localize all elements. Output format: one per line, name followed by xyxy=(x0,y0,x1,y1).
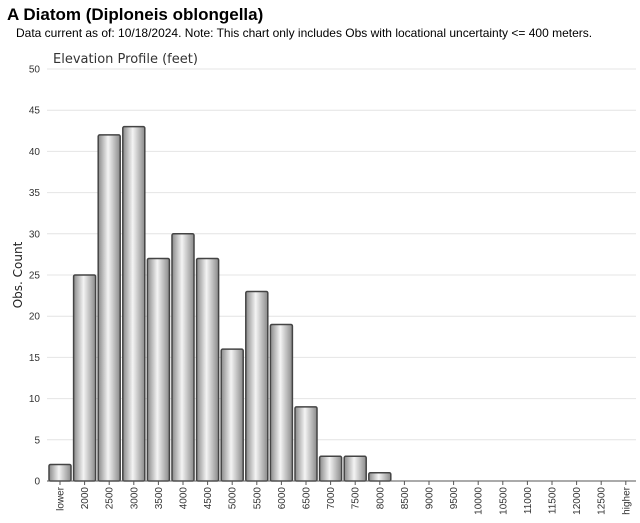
y-tick-label: 0 xyxy=(34,477,40,488)
y-tick-label: 40 xyxy=(29,147,41,158)
bar-7000[interactable] xyxy=(318,455,343,482)
bar-4500[interactable] xyxy=(195,257,220,482)
x-tick-label-7500: 7500 xyxy=(351,487,362,510)
bar-3000[interactable] xyxy=(122,125,146,482)
x-tick-label-7000: 7000 xyxy=(326,487,337,510)
y-tick-label: 5 xyxy=(34,435,40,446)
x-tick-label-12000: 12000 xyxy=(572,487,583,515)
x-tick-label-10000: 10000 xyxy=(474,487,485,515)
y-tick-label: 35 xyxy=(29,188,41,199)
x-tick-label-5000: 5000 xyxy=(228,487,239,510)
x-tick-label-2000: 2000 xyxy=(80,487,91,510)
bar-6500[interactable] xyxy=(294,406,318,482)
x-tick-label-3500: 3500 xyxy=(154,487,165,510)
bar-lower[interactable] xyxy=(48,463,72,482)
bar-8000[interactable] xyxy=(368,472,392,482)
bar-7500[interactable] xyxy=(343,455,367,482)
bar-5500[interactable] xyxy=(245,290,269,482)
x-tick-label-8500: 8500 xyxy=(400,487,411,510)
x-tick-label-6500: 6500 xyxy=(302,487,313,510)
y-axis-label: Obs. Count xyxy=(11,241,25,308)
y-tick-label: 15 xyxy=(29,353,41,364)
x-tick-label-11000: 11000 xyxy=(523,487,534,515)
x-tick-label-higher: higher xyxy=(621,486,632,514)
x-tick-label-6000: 6000 xyxy=(277,487,288,510)
x-tick-label-4500: 4500 xyxy=(203,487,214,510)
x-tick-label-3000: 3000 xyxy=(129,487,140,510)
bar-2500[interactable] xyxy=(97,134,121,482)
x-tick-label-10500: 10500 xyxy=(498,487,509,515)
y-tick-label: 25 xyxy=(29,271,41,282)
y-tick-label: 50 xyxy=(29,65,41,76)
x-tick-label-12500: 12500 xyxy=(597,487,608,515)
x-tick-label-2500: 2500 xyxy=(105,487,116,510)
bar-2000[interactable] xyxy=(72,274,97,482)
y-tick-label: 20 xyxy=(29,312,41,323)
bar-6000[interactable] xyxy=(269,323,294,482)
bar-4000[interactable] xyxy=(171,233,195,482)
page-title: A Diatom (Diploneis oblongella) xyxy=(7,5,264,24)
x-tick-label-5500: 5500 xyxy=(252,487,263,510)
page-subtitle: Data current as of: 10/18/2024. Note: Th… xyxy=(16,26,593,40)
y-tick-label: 30 xyxy=(29,229,41,240)
x-tick-label-9000: 9000 xyxy=(425,487,436,510)
x-tick-label-4000: 4000 xyxy=(179,487,190,510)
x-tick-label-11500: 11500 xyxy=(548,487,559,515)
x-tick-label-lower: lower xyxy=(56,486,67,511)
chart-title: Elevation Profile (feet) xyxy=(53,52,198,67)
y-tick-label: 10 xyxy=(29,394,41,405)
bar-3500[interactable] xyxy=(146,257,171,482)
x-tick-label-8000: 8000 xyxy=(375,487,386,510)
bar-5000[interactable] xyxy=(220,348,244,482)
y-tick-label: 45 xyxy=(29,106,41,117)
x-tick-label-9500: 9500 xyxy=(449,487,460,510)
